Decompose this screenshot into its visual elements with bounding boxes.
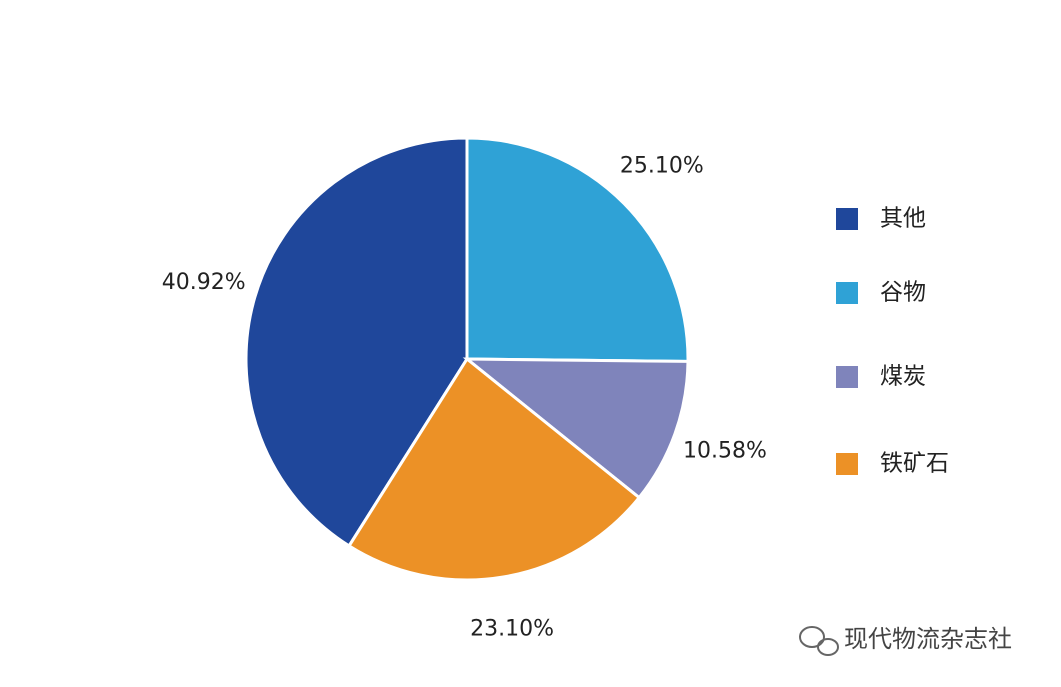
legend-label: 其他 — [880, 206, 926, 232]
legend-swatch — [836, 208, 858, 230]
pie-slice — [462, 357, 690, 500]
watermark-icon — [799, 626, 839, 656]
legend-label: 谷物 — [880, 280, 926, 306]
legend-swatch — [836, 453, 858, 475]
pie-slice — [465, 136, 690, 363]
watermark: 现代物流杂志社 — [844, 625, 1012, 653]
legend-label: 煤炭 — [880, 364, 926, 390]
data-label: 25.10% — [620, 153, 704, 178]
pie-slice — [347, 356, 642, 582]
legend-swatch — [836, 282, 858, 304]
legend-swatch — [836, 366, 858, 388]
data-label: 10.58% — [683, 439, 767, 464]
data-label: 40.92% — [162, 270, 246, 295]
data-label: 23.10% — [470, 616, 554, 641]
legend-label: 铁矿石 — [880, 451, 949, 477]
